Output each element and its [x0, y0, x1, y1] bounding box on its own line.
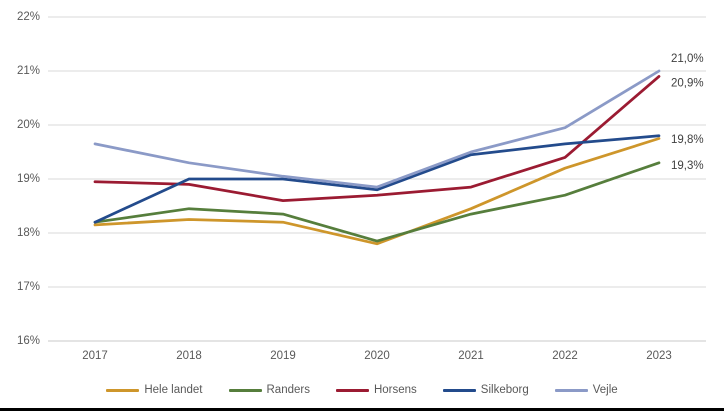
y-axis-tick-label: 16%	[17, 335, 40, 347]
x-axis-tick-label: 2022	[552, 350, 578, 362]
x-axis-tick-label: 2019	[270, 350, 296, 362]
legend-item-vejle: Vejle	[554, 383, 618, 397]
legend-label: Randers	[266, 384, 310, 396]
legend-item-horsens: Horsens	[335, 383, 417, 397]
x-axis-tick-label: 2021	[458, 350, 484, 362]
legend-item-hele-landet: Hele landet	[106, 383, 203, 397]
y-axis-tick-label: 17%	[17, 281, 40, 293]
y-axis-tick-label: 19%	[17, 173, 40, 185]
series-line-silkeborg	[93, 134, 661, 224]
y-axis-tick-label: 22%	[17, 11, 40, 23]
legend-label: Horsens	[373, 384, 417, 396]
x-axis-tick-label: 2020	[364, 350, 390, 362]
y-axis-tick-label: 21%	[17, 65, 40, 77]
legend-label: Hele landet	[144, 384, 203, 396]
chart-legend: Hele landet Randers Horsens Silkeborg Vejle	[0, 383, 724, 397]
legend-item-randers: Randers	[228, 383, 310, 397]
legend-swatch	[228, 388, 262, 392]
series-line-horsens	[93, 75, 661, 202]
legend-swatch	[442, 388, 476, 392]
legend-label: Vejle	[592, 384, 618, 396]
bottom-border-line	[0, 408, 724, 411]
series-line-randers	[93, 161, 661, 243]
line-chart: 16% 17% 18% 19% 20% 21% 22% 2017 2018 2019 2020 202…	[17, 11, 706, 362]
x-axis-tick-label: 2023	[646, 350, 672, 362]
legend-label: Silkeborg	[480, 384, 529, 396]
data-label-silkeborg: 19,8%	[671, 134, 704, 146]
legend-swatch	[554, 388, 588, 392]
y-axis-tick-label: 20%	[17, 119, 40, 131]
x-axis-tick-label: 2017	[82, 350, 108, 362]
y-axis-tick-label: 18%	[17, 227, 40, 239]
x-axis-tick-label: 2018	[176, 350, 202, 362]
series-line-hele-landet	[93, 137, 661, 246]
data-label-randers: 19,3%	[671, 160, 704, 172]
legend-swatch	[335, 388, 369, 392]
data-label-vejle: 21,0%	[671, 53, 704, 65]
legend-item-silkeborg: Silkeborg	[442, 383, 529, 397]
data-label-horsens: 20,9%	[671, 77, 704, 89]
legend-swatch	[106, 388, 140, 392]
series-line-vejle	[93, 69, 661, 189]
